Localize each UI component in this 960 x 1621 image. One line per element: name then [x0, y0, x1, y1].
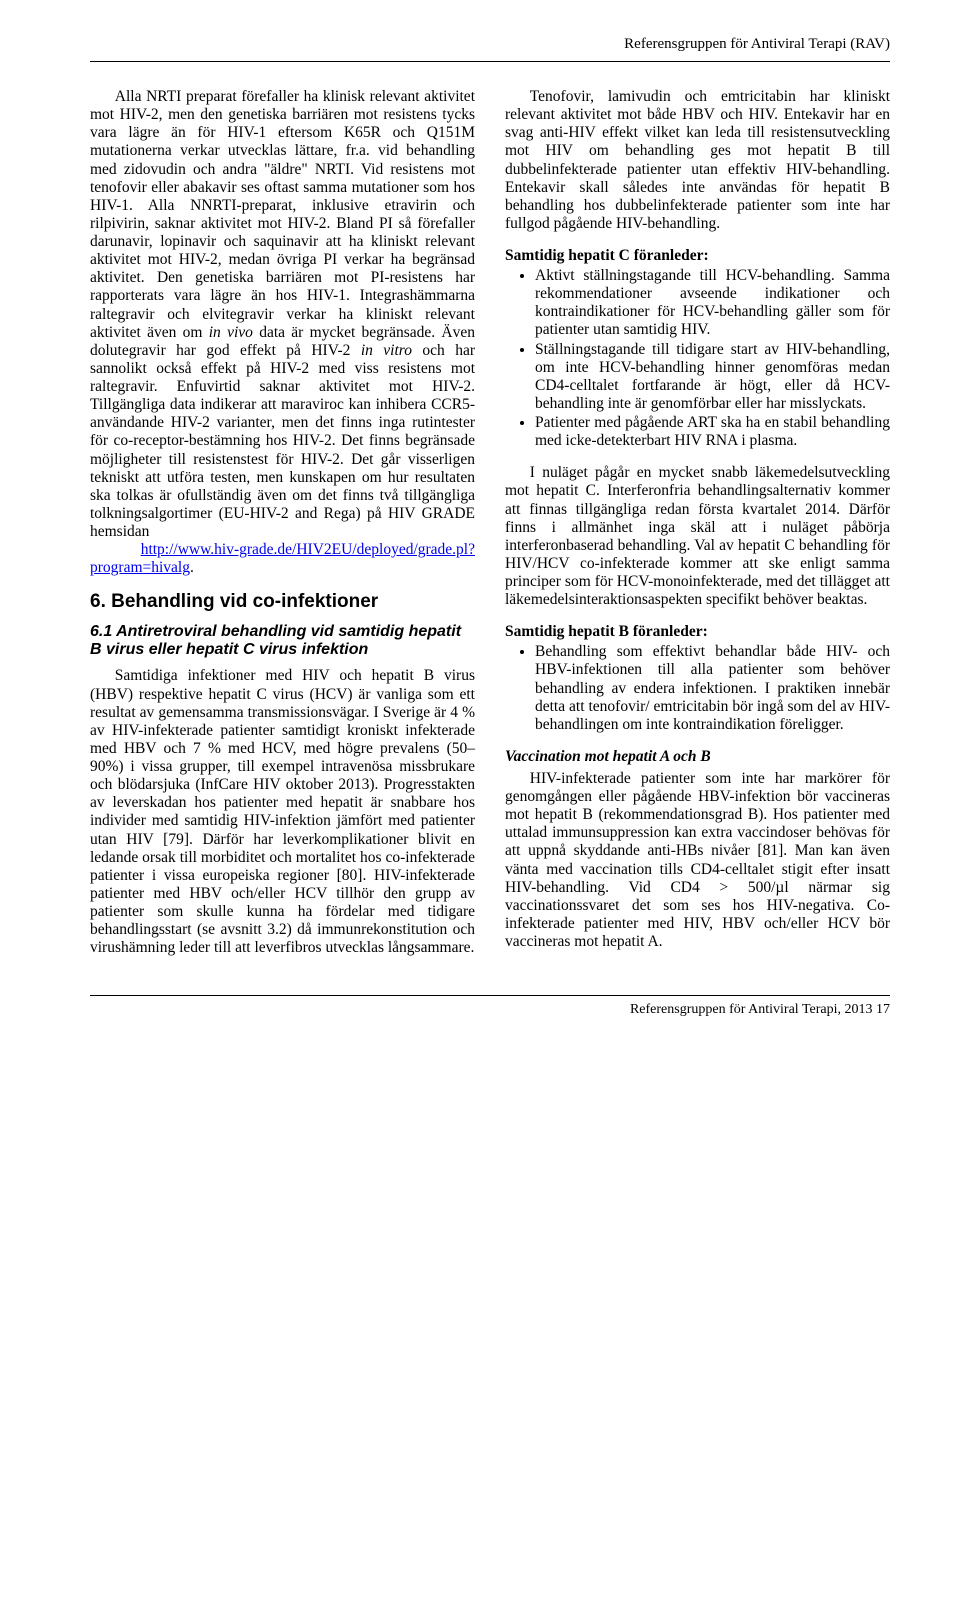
right-paragraph-2: I nuläget pågår en mycket snabb läkemede… [505, 464, 890, 609]
list-item: Behandling som effektivt behandlar både … [535, 643, 890, 734]
left-column: Alla NRTI preparat förefaller ha klinisk… [90, 88, 475, 971]
text: Alla NRTI preparat förefaller ha klinisk… [90, 88, 475, 341]
list-item: Aktivt ställningstagande till HCV-behand… [535, 267, 890, 340]
text: Tenofovir, lamivudin och emtricitabin ha… [505, 88, 890, 232]
text: Samtidiga infektioner med HIV och hepati… [90, 667, 475, 956]
section-heading-6-1: 6.1 Antiretroviral behandling vid samtid… [90, 623, 475, 659]
hep-c-heading: Samtidig hepatit C föranleder: [505, 247, 890, 265]
text: I nuläget pågår en mycket snabb läkemede… [505, 464, 890, 608]
list-item: Patienter med pågående ART ska ha en sta… [535, 414, 890, 450]
hep-b-heading: Samtidig hepatit B föranleder: [505, 623, 890, 641]
right-column: Tenofovir, lamivudin och emtricitabin ha… [505, 88, 890, 971]
italic-text: in vitro [361, 342, 412, 359]
list-item: Ställningstagande till tidigare start av… [535, 341, 890, 414]
right-paragraph-3: HIV-infekterade patienter som inte har m… [505, 770, 890, 951]
text: och har sannolikt också effekt på HIV-2 … [90, 342, 475, 540]
footer-rule [90, 995, 890, 996]
page-footer: Referensgruppen för Antiviral Terapi, 20… [90, 1002, 890, 1018]
page: Referensgruppen för Antiviral Terapi (RA… [0, 0, 960, 1048]
header-rule [90, 61, 890, 62]
hiv-grade-link[interactable]: http://www.hiv-grade.de/HIV2EU/deployed/… [90, 541, 475, 576]
section-heading-6: 6. Behandling vid co-infektioner [90, 591, 475, 613]
page-header: Referensgruppen för Antiviral Terapi (RA… [90, 36, 890, 53]
text: HIV-infekterade patienter som inte har m… [505, 770, 890, 950]
hep-b-list: Behandling som effektivt behandlar både … [505, 643, 890, 734]
two-column-layout: Alla NRTI preparat förefaller ha klinisk… [90, 88, 890, 971]
italic-text: in vivo [209, 324, 253, 341]
right-paragraph-1: Tenofovir, lamivudin och emtricitabin ha… [505, 88, 890, 233]
left-paragraph-2: Samtidiga infektioner med HIV och hepati… [90, 667, 475, 957]
vaccination-heading: Vaccination mot hepatit A och B [505, 748, 890, 766]
hep-c-list: Aktivt ställningstagande till HCV-behand… [505, 267, 890, 450]
left-paragraph-1: Alla NRTI preparat förefaller ha klinisk… [90, 88, 475, 577]
